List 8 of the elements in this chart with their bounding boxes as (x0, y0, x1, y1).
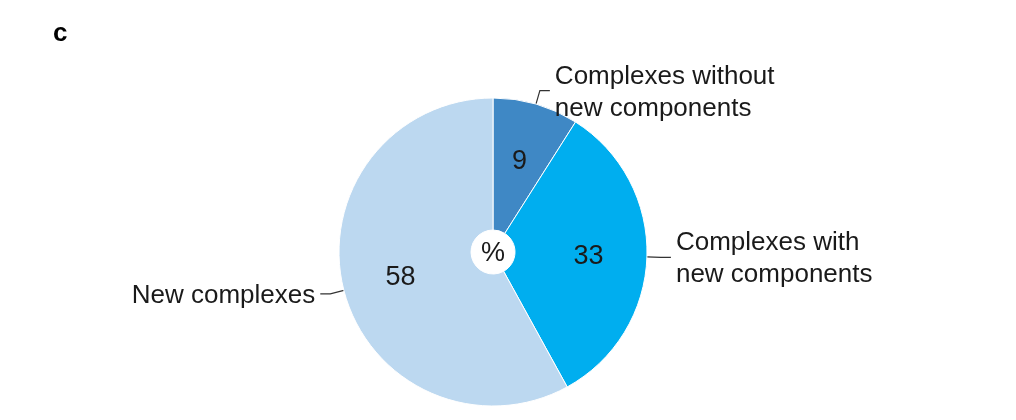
text: % (480, 237, 506, 267)
slice-label: Complexes with new components (675, 226, 873, 289)
slice-label: New complexes (131, 278, 316, 309)
chart-title: c (53, 17, 68, 47)
slice-label: Complexes without new components (554, 59, 782, 122)
data-label: 33 (573, 240, 604, 270)
data-label: 58 (385, 260, 416, 291)
data-label: 9 (512, 145, 528, 176)
